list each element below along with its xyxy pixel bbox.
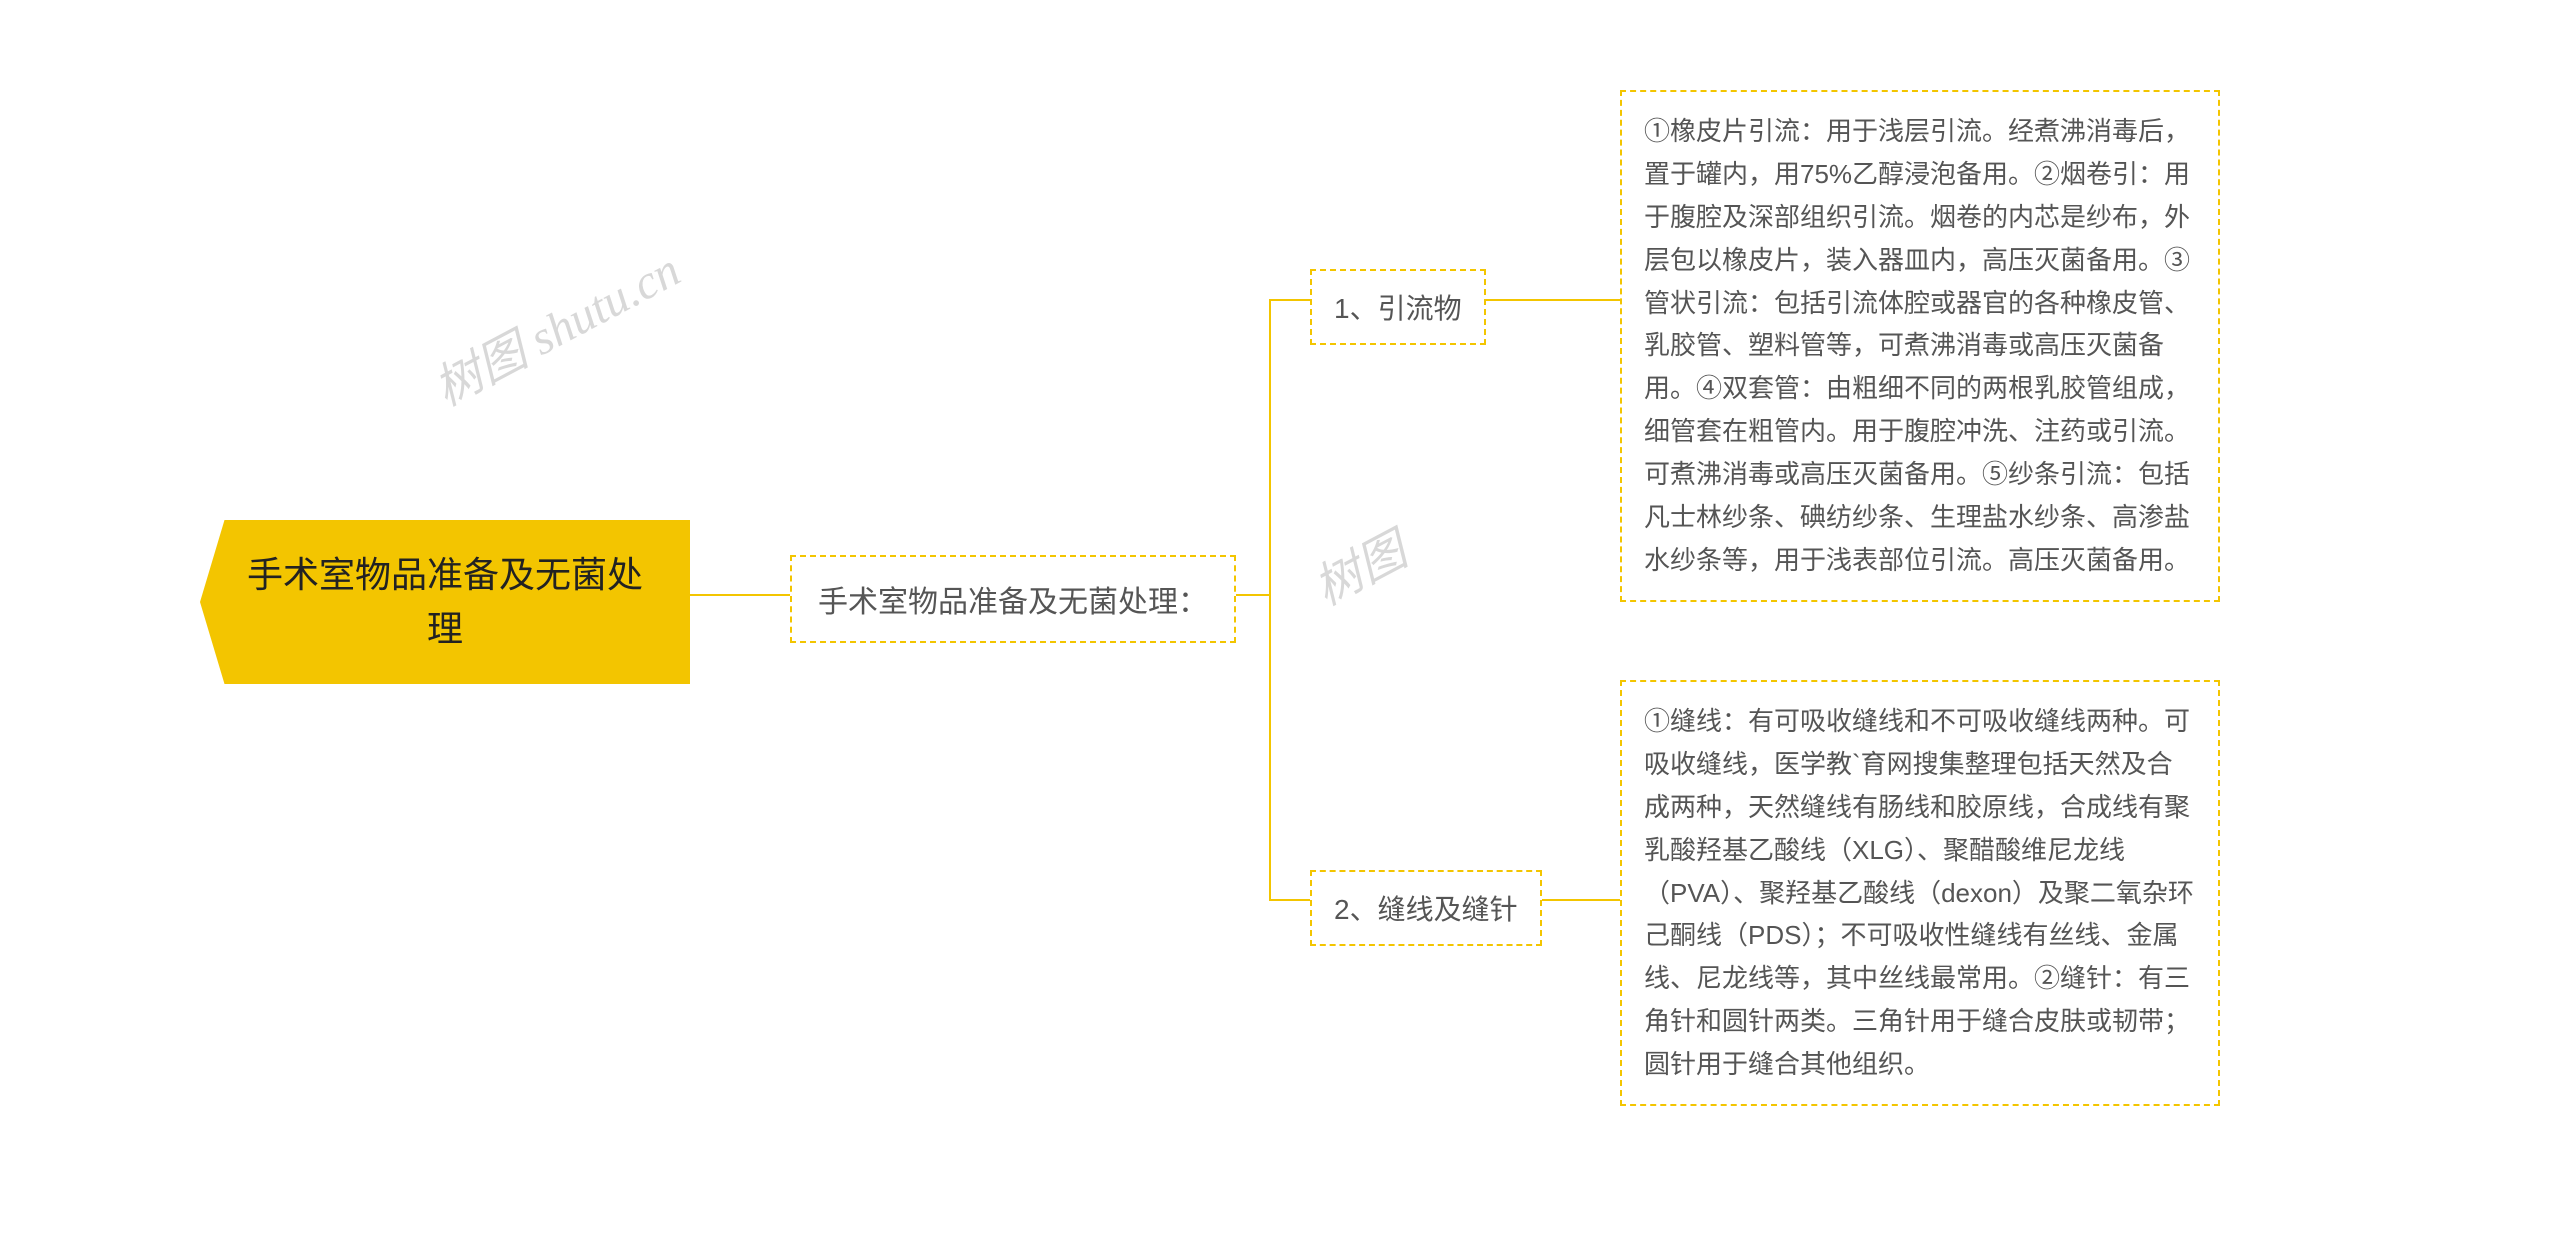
level2-label-2: 2、缝线及缝针	[1334, 894, 1518, 925]
level2-node-2: 2、缝线及缝针	[1310, 870, 1542, 946]
leaf-node-2: ①缝线：有可吸收缝线和不可吸收缝线两种。可吸收缝线，医学教`育网搜集整理包括天然…	[1620, 680, 2220, 1106]
level1-label: 手术室物品准备及无菌处理：	[818, 586, 1208, 619]
mindmap-container: 手术室物品准备及无菌处理 手术室物品准备及无菌处理： 1、引流物 2、缝线及缝针…	[0, 0, 2560, 1233]
level1-node: 手术室物品准备及无菌处理：	[790, 555, 1236, 643]
leaf-label-2: ①缝线：有可吸收缝线和不可吸收缝线两种。可吸收缝线，医学教`育网搜集整理包括天然…	[1644, 706, 2194, 1079]
level2-label-1: 1、引流物	[1334, 293, 1462, 324]
level2-node-1: 1、引流物	[1310, 269, 1486, 345]
root-label: 手术室物品准备及无菌处理	[247, 554, 643, 649]
leaf-node-1: ①橡皮片引流：用于浅层引流。经煮沸消毒后，置于罐内，用75%乙醇浸泡备用。②烟卷…	[1620, 90, 2220, 602]
leaf-label-1: ①橡皮片引流：用于浅层引流。经煮沸消毒后，置于罐内，用75%乙醇浸泡备用。②烟卷…	[1644, 116, 2190, 575]
root-node: 手术室物品准备及无菌处理	[200, 520, 690, 684]
